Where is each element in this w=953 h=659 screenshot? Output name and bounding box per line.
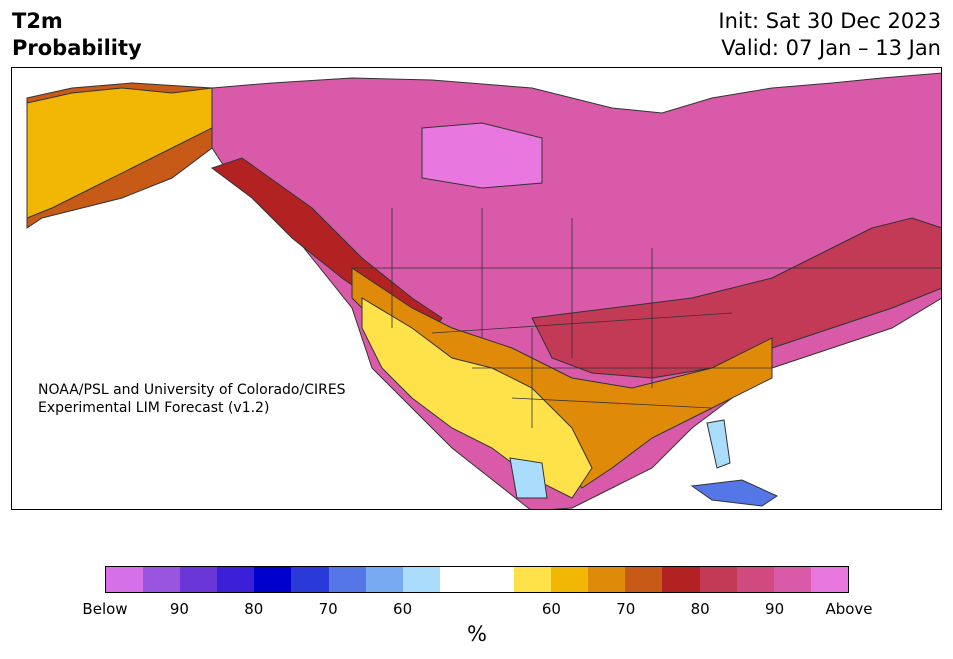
valid-range: Valid: 07 Jan – 13 Jan xyxy=(721,36,941,60)
colorbar-cell xyxy=(439,567,477,592)
title-quantity: Probability xyxy=(12,36,142,60)
title-variable: T2m xyxy=(12,9,63,33)
colorbar-tick-label: Below xyxy=(82,600,128,618)
colorbar-cell xyxy=(180,567,218,592)
colorbar-unit: % xyxy=(467,622,487,646)
colorbar-cell xyxy=(514,567,552,592)
colorbar xyxy=(105,566,849,593)
colorbar-cell xyxy=(291,567,329,592)
band-red-east xyxy=(531,217,941,379)
alaska-warm xyxy=(26,87,213,219)
init-date: Init: Sat 30 Dec 2023 xyxy=(718,9,941,33)
band-magenta xyxy=(421,122,543,189)
colorbar-cell xyxy=(106,567,144,592)
forecast-dates: Init: Sat 30 Dec 2023 Valid: 07 Jan – 13… xyxy=(718,8,941,62)
credit-block: NOAA/PSL and University of Colorado/CIRE… xyxy=(38,381,346,417)
colorbar-tick-label: 70 xyxy=(318,600,338,618)
colorbar-tick-label: Above xyxy=(825,600,873,618)
colorbar-cell xyxy=(773,567,811,592)
credit-line1: NOAA/PSL and University of Colorado/CIRE… xyxy=(38,382,346,398)
colorbar-cell xyxy=(551,567,589,592)
colorbar-cell xyxy=(699,567,737,592)
colorbar-cell xyxy=(254,567,292,592)
colorbar-tick-label: 70 xyxy=(616,600,636,618)
colorbar-cell xyxy=(143,567,181,592)
colorbar-tick-label: 80 xyxy=(690,600,710,618)
band-cool-cuba xyxy=(690,479,779,507)
band-cool-florida xyxy=(706,419,731,469)
map-title: T2m Probability xyxy=(12,8,142,62)
colorbar-tick-label: 60 xyxy=(541,600,561,618)
colorbar-cell xyxy=(736,567,774,592)
band-yellow xyxy=(361,297,593,499)
map-svg xyxy=(26,72,941,509)
colorbar-tick-label: 90 xyxy=(169,600,189,618)
colorbar-tick-label: 90 xyxy=(765,600,785,618)
colorbar-cell xyxy=(662,567,700,592)
colorbar-tick-label: 80 xyxy=(244,600,264,618)
band-cool-mexico xyxy=(509,457,548,499)
forecast-map xyxy=(11,67,942,510)
border-line xyxy=(511,397,713,409)
colorbar-cell xyxy=(402,567,440,592)
colorbar-cell xyxy=(810,567,848,592)
colorbar-cell xyxy=(476,567,515,592)
colorbar-cell xyxy=(217,567,255,592)
credit-line2: Experimental LIM Forecast (v1.2) xyxy=(38,400,270,416)
colorbar-cell xyxy=(328,567,366,592)
colorbar-cell xyxy=(365,567,403,592)
state-borders xyxy=(352,208,941,428)
colorbar-cell xyxy=(625,567,663,592)
colorbar-cell xyxy=(588,567,626,592)
colorbar-tick-label: 60 xyxy=(393,600,413,618)
